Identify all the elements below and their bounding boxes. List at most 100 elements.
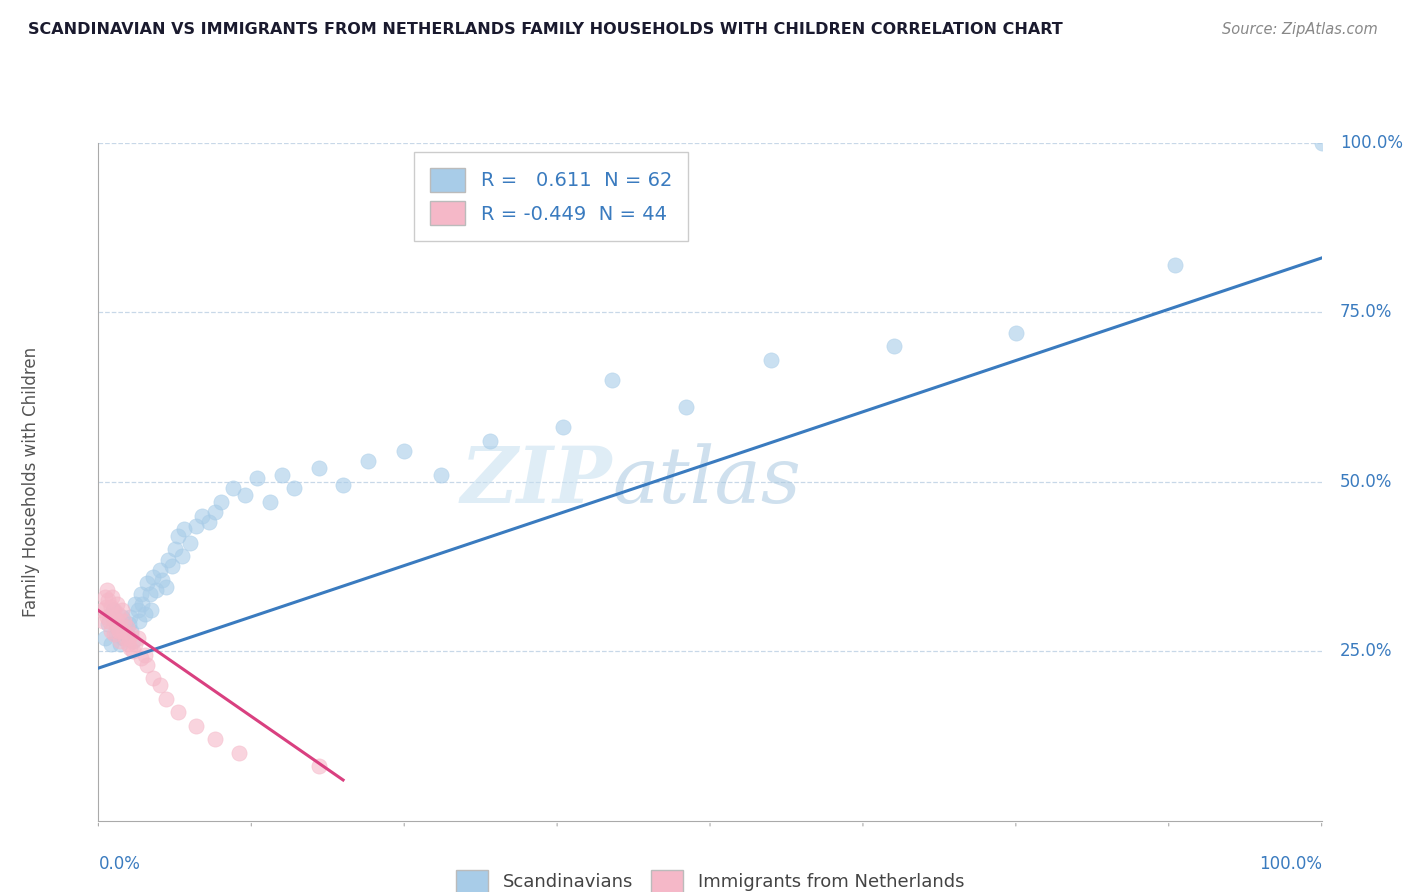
Point	[111, 624, 134, 638]
Point	[114, 620, 136, 634]
Point	[136, 657, 159, 672]
Point	[100, 600, 122, 615]
Point	[392, 444, 416, 458]
Point	[332, 478, 354, 492]
Point	[110, 637, 132, 651]
Point	[100, 637, 122, 651]
Point	[157, 552, 180, 566]
Point	[100, 624, 122, 638]
Point	[112, 614, 135, 628]
Point	[91, 603, 114, 617]
Point	[111, 603, 134, 617]
Point	[160, 559, 183, 574]
Point	[553, 420, 575, 434]
Point	[167, 529, 190, 543]
Point	[222, 482, 245, 496]
Point	[118, 631, 141, 645]
Point	[103, 603, 125, 617]
Point	[478, 434, 501, 448]
Point	[105, 597, 128, 611]
Point	[1164, 258, 1187, 272]
Text: 100.0%: 100.0%	[1340, 134, 1403, 152]
Point	[93, 590, 115, 604]
Point	[308, 461, 330, 475]
Text: 75.0%: 75.0%	[1340, 303, 1392, 321]
Point	[107, 614, 129, 628]
Point	[149, 678, 172, 692]
Point	[165, 542, 187, 557]
Point	[149, 563, 172, 577]
Point	[675, 400, 697, 414]
Point	[430, 467, 453, 482]
Point	[108, 624, 131, 638]
Point	[167, 705, 190, 719]
Point	[131, 597, 153, 611]
Point	[883, 339, 905, 353]
Point	[145, 583, 167, 598]
Point	[228, 746, 250, 760]
Point	[356, 454, 378, 468]
Text: 25.0%: 25.0%	[1340, 642, 1392, 660]
Text: 0.0%: 0.0%	[98, 855, 141, 872]
Point	[127, 631, 149, 645]
Point	[97, 593, 120, 607]
Point	[101, 610, 124, 624]
Point	[139, 586, 162, 600]
Point	[101, 603, 124, 617]
Point	[104, 627, 127, 641]
Point	[114, 631, 136, 645]
Text: Family Households with Children: Family Households with Children	[22, 347, 41, 616]
Point	[91, 614, 114, 628]
Point	[136, 576, 159, 591]
Point	[761, 352, 783, 367]
Point	[128, 614, 150, 628]
Point	[111, 631, 134, 645]
Point	[120, 624, 142, 638]
Point	[134, 648, 156, 662]
Point	[124, 597, 146, 611]
Point	[155, 691, 177, 706]
Point	[191, 508, 214, 523]
Text: 50.0%: 50.0%	[1340, 473, 1392, 491]
Point	[204, 505, 226, 519]
Point	[98, 614, 121, 628]
Point	[170, 549, 193, 564]
Point	[233, 488, 256, 502]
Point	[209, 495, 232, 509]
Point	[96, 583, 118, 598]
Point	[96, 610, 118, 624]
Point	[150, 573, 173, 587]
Point	[121, 644, 143, 658]
Text: atlas: atlas	[612, 443, 801, 520]
Point	[204, 732, 226, 747]
Point	[129, 651, 152, 665]
Text: Source: ZipAtlas.com: Source: ZipAtlas.com	[1222, 22, 1378, 37]
Point	[120, 640, 142, 655]
Point	[246, 471, 269, 485]
Point	[117, 637, 139, 651]
Point	[97, 617, 120, 632]
Point	[308, 759, 330, 773]
Point	[127, 603, 149, 617]
Point	[107, 607, 129, 621]
Point	[600, 373, 623, 387]
Point	[121, 634, 143, 648]
Point	[101, 590, 124, 604]
Point	[139, 603, 162, 617]
Text: ZIP: ZIP	[461, 443, 612, 520]
Point	[179, 535, 201, 549]
Point	[186, 518, 208, 533]
Point	[142, 569, 165, 583]
Point	[259, 495, 281, 509]
Point	[105, 620, 128, 634]
Text: SCANDINAVIAN VS IMMIGRANTS FROM NETHERLANDS FAMILY HOUSEHOLDS WITH CHILDREN CORR: SCANDINAVIAN VS IMMIGRANTS FROM NETHERLA…	[28, 22, 1063, 37]
Point	[118, 617, 141, 632]
Point	[142, 671, 165, 685]
Point	[134, 607, 156, 621]
Text: 100.0%: 100.0%	[1258, 855, 1322, 872]
Point	[103, 627, 125, 641]
Point	[197, 516, 219, 530]
Point	[105, 620, 128, 634]
Point	[111, 610, 134, 624]
Point	[104, 614, 127, 628]
